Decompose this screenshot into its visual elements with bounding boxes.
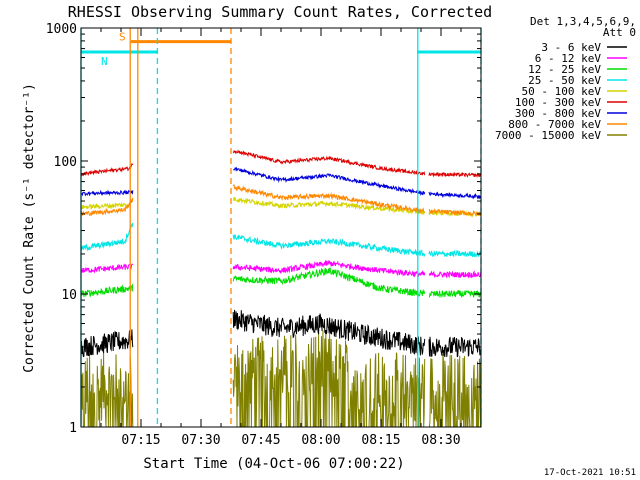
legend-entry-label: 300 - 800 keV: [515, 107, 601, 120]
legend-entry-label: 7000 - 15000 keV: [495, 129, 601, 142]
series-3-6keV: [80, 309, 482, 358]
footer-date: 17-Oct-2021 10:51: [544, 468, 636, 478]
series-50-100keV: [80, 196, 482, 218]
legend-entry-label: 100 - 300 keV: [515, 96, 601, 109]
legend-entry-label: 800 - 7000 keV: [508, 118, 601, 131]
series-25-50keV: [80, 222, 482, 258]
x-tick-label: 07:30: [181, 433, 220, 448]
series-12-25keV: [80, 267, 482, 299]
series-100-300keV: [80, 149, 482, 178]
series-line: [80, 259, 482, 279]
x-tick-label: 08:00: [301, 433, 340, 448]
x-axis-label: Start Time (04-Oct-06 07:00:22): [143, 456, 404, 472]
x-tick-label: 08:30: [421, 433, 460, 448]
legend-entry-label: 6 - 12 keV: [535, 52, 602, 65]
series-line: [80, 222, 482, 258]
series-line: [80, 166, 482, 200]
series-6-12keV: [80, 259, 482, 279]
y-tick-label: 100: [54, 155, 77, 170]
series-800-7000keV: [80, 184, 482, 217]
y-tick-label: 1000: [46, 22, 77, 37]
y-axis-label: Corrected Count Rate (s⁻¹ detector⁻¹): [22, 83, 37, 373]
annotation-label: S: [119, 31, 126, 44]
annotation-label: N: [101, 55, 108, 68]
series-line: [80, 267, 482, 299]
legend-header: Att 0: [603, 26, 636, 39]
series-line: [80, 309, 482, 358]
y-tick-label: 1: [69, 421, 77, 436]
x-tick-label: 07:45: [241, 433, 280, 448]
legend-entry-label: 25 - 50 keV: [528, 74, 601, 87]
series-line: [80, 184, 482, 217]
series-line: [80, 196, 482, 218]
x-tick-label: 07:15: [121, 433, 160, 448]
legend-entry-label: 3 - 6 keV: [541, 41, 601, 54]
series-line: [80, 149, 482, 178]
chart-title: RHESSI Observing Summary Count Rates, Co…: [68, 3, 492, 21]
legend-header: Det 1,3,4,5,6,9,: [530, 15, 636, 28]
x-tick-label: 08:15: [361, 433, 400, 448]
legend-entry-label: 50 - 100 keV: [522, 85, 602, 98]
series-300-800keV: [80, 166, 482, 200]
y-tick-label: 10: [61, 288, 77, 303]
legend-entry-label: 12 - 25 keV: [528, 63, 601, 76]
